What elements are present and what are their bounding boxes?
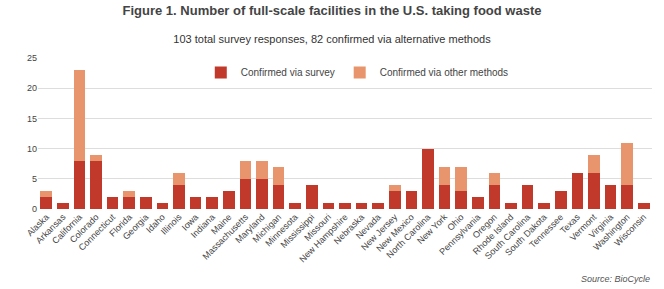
svg-text:10: 10 xyxy=(27,144,37,154)
svg-text:Missouri: Missouri xyxy=(302,212,333,243)
svg-text:Pennsylvania: Pennsylvania xyxy=(437,212,482,257)
svg-text:Mississippi: Mississippi xyxy=(279,212,317,250)
svg-text:103 total survey responses, 82: 103 total survey responses, 82 confirmed… xyxy=(173,33,491,45)
svg-text:Oregon: Oregon xyxy=(471,212,499,240)
svg-text:South Carolina: South Carolina xyxy=(483,212,532,261)
svg-text:New Mexico: New Mexico xyxy=(374,212,416,254)
svg-text:Tennessee: Tennessee xyxy=(527,212,565,250)
svg-text:Illinois: Illinois xyxy=(159,212,184,237)
svg-text:North Carolina: North Carolina xyxy=(384,212,432,260)
svg-text:25: 25 xyxy=(27,53,37,63)
svg-text:New York: New York xyxy=(415,212,449,246)
svg-text:Colorado: Colorado xyxy=(68,212,101,245)
svg-text:Ohio: Ohio xyxy=(445,212,466,233)
svg-text:Vermont: Vermont xyxy=(568,212,599,243)
svg-text:Nevada: Nevada xyxy=(354,212,383,241)
svg-text:Figure 1. Number of full-scale: Figure 1. Number of full-scale facilitie… xyxy=(123,3,542,18)
svg-text:Source: BioCycle: Source: BioCycle xyxy=(581,274,650,284)
svg-text:Arkansas: Arkansas xyxy=(34,212,68,246)
svg-text:Nebraska: Nebraska xyxy=(332,212,366,246)
svg-text:Iowa: Iowa xyxy=(180,212,201,233)
svg-text:Florida: Florida xyxy=(107,212,134,239)
svg-text:Indiana: Indiana xyxy=(189,212,217,240)
svg-text:Idaho: Idaho xyxy=(144,212,167,235)
svg-text:15: 15 xyxy=(27,114,37,124)
svg-text:New Jersey: New Jersey xyxy=(359,212,400,253)
svg-text:New Hampshire: New Hampshire xyxy=(297,212,349,264)
svg-text:Confirmed via other methods: Confirmed via other methods xyxy=(380,67,508,78)
svg-text:0: 0 xyxy=(32,204,37,214)
svg-text:Georgia: Georgia xyxy=(121,212,151,242)
svg-text:Texas: Texas xyxy=(558,212,582,236)
svg-text:Virginia: Virginia xyxy=(587,212,615,240)
svg-text:Rhode Island: Rhode Island xyxy=(471,212,516,257)
svg-text:California: California xyxy=(50,212,84,246)
svg-text:Washington: Washington xyxy=(591,212,631,252)
svg-text:Massachusetts: Massachusetts xyxy=(201,212,251,262)
svg-text:Alaska: Alaska xyxy=(25,212,51,238)
svg-text:Maryland: Maryland xyxy=(233,212,266,245)
svg-text:20: 20 xyxy=(27,83,37,93)
svg-text:Confirmed via survey: Confirmed via survey xyxy=(241,67,335,78)
svg-text:5: 5 xyxy=(32,174,37,184)
svg-text:South Dakota: South Dakota xyxy=(503,212,549,258)
svg-text:Maine: Maine xyxy=(209,212,233,236)
svg-text:Michigan: Michigan xyxy=(251,212,284,245)
svg-text:Wisconsin: Wisconsin xyxy=(612,212,648,248)
svg-text:Connecticut: Connecticut xyxy=(77,212,118,253)
svg-text:Minnesota: Minnesota xyxy=(263,212,299,248)
